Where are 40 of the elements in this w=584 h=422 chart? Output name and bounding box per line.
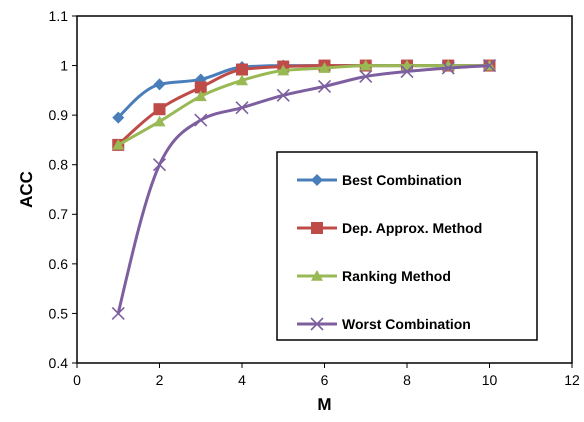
y-tick-label: 0.8 — [48, 156, 68, 173]
legend-label: Best Combination — [342, 172, 462, 188]
legend-label: Dep. Approx. Method — [342, 220, 482, 236]
point — [111, 306, 126, 320]
x-tick-label: 12 — [564, 372, 580, 388]
point — [318, 62, 330, 73]
point — [236, 64, 248, 76]
x-tick-label: 4 — [238, 372, 246, 388]
legend-label: Worst Combination — [342, 316, 471, 332]
x-tick-label: 8 — [403, 372, 412, 388]
point — [154, 78, 166, 90]
point — [358, 70, 373, 84]
point — [235, 100, 249, 115]
y-tick-label: 0.7 — [48, 206, 68, 222]
point — [154, 103, 166, 116]
point — [194, 90, 207, 102]
point — [277, 64, 290, 76]
x-tick-label: 2 — [156, 372, 164, 388]
point — [194, 113, 208, 127]
legend-label: Ranking Method — [342, 268, 451, 284]
y-tick-label: 0.5 — [48, 305, 68, 322]
point — [194, 81, 207, 94]
y-tick-label: 0.9 — [48, 107, 68, 124]
y-axis-title: ACC — [17, 171, 36, 208]
point — [152, 158, 166, 172]
y-tick-label: 0.6 — [48, 256, 68, 272]
point — [236, 74, 248, 86]
point — [112, 112, 124, 124]
x-tick-label: 6 — [320, 372, 329, 388]
point — [441, 61, 456, 75]
x-tick-label: 0 — [73, 372, 82, 388]
point — [154, 116, 166, 126]
point — [400, 64, 414, 78]
x-tick-label: 10 — [482, 372, 498, 388]
point — [318, 80, 332, 94]
y-tick-label: 1 — [60, 57, 68, 74]
y-tick-label: 0.4 — [48, 354, 68, 371]
y-tick-label: 1.1 — [48, 8, 68, 24]
point — [276, 88, 290, 102]
x-axis-title: M — [317, 395, 332, 414]
